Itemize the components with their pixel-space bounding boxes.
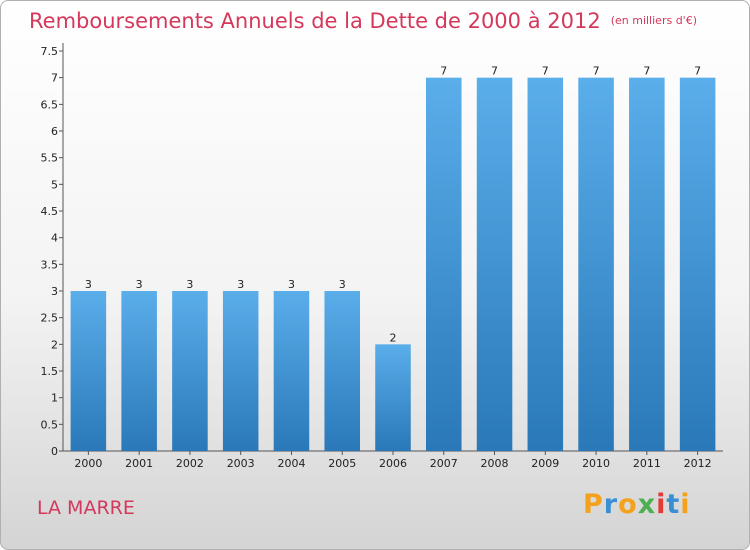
proxiti-logo: Proxiti bbox=[583, 489, 691, 520]
bar-value-label: 7 bbox=[593, 65, 600, 78]
y-tick-label: 1.5 bbox=[41, 365, 59, 378]
y-tick-label: 3 bbox=[51, 285, 58, 298]
x-tick-label: 2007 bbox=[430, 457, 458, 470]
x-tick-label: 2010 bbox=[582, 457, 610, 470]
logo-letter: i bbox=[656, 489, 667, 520]
y-tick-label: 7 bbox=[51, 72, 58, 85]
bar-value-label: 7 bbox=[643, 65, 650, 78]
y-tick-label: 5.5 bbox=[41, 152, 59, 165]
y-tick-label: 6 bbox=[51, 125, 58, 138]
bar-2010 bbox=[578, 77, 614, 452]
logo-letter: x bbox=[637, 489, 657, 520]
y-tick-label: 7.5 bbox=[41, 45, 59, 58]
chart-title-text: Remboursements Annuels de la Dette de 20… bbox=[29, 9, 601, 33]
bar-2001 bbox=[121, 291, 157, 451]
y-tick-label: 2.5 bbox=[41, 312, 59, 325]
y-tick-label: 1 bbox=[51, 392, 58, 405]
chart-title: Remboursements Annuels de la Dette de 20… bbox=[29, 9, 697, 33]
bar-value-label: 3 bbox=[186, 278, 193, 291]
chart-bars bbox=[70, 77, 716, 452]
bar-2008 bbox=[476, 77, 513, 452]
chart-axes: 0 0.5 1 1.5 2 2.5 3 3.5 4 4.5 5 5.5 6 6.5 7 7.5 bbox=[41, 43, 723, 458]
logo-letter: i bbox=[680, 489, 691, 520]
bar-value-label: 3 bbox=[237, 278, 244, 291]
x-tick-label: 2001 bbox=[125, 457, 153, 470]
chart-unit-note: (en milliers d'€) bbox=[610, 14, 697, 27]
bar-2003 bbox=[222, 291, 259, 451]
chart-labels: 2000 3 2001 3 2002 3 2003 3 2004 3 2005 3 2006 2 2007 7… bbox=[74, 65, 711, 470]
logo-letter: t bbox=[666, 489, 681, 520]
x-tick-label: 2011 bbox=[633, 457, 661, 470]
x-tick-label: 2003 bbox=[227, 457, 255, 470]
y-tick-label: 2 bbox=[51, 338, 58, 351]
y-tick-label: 4.5 bbox=[41, 205, 59, 218]
bar-2005 bbox=[324, 291, 360, 451]
y-tick-label: 4 bbox=[51, 232, 58, 245]
bar-value-label: 3 bbox=[136, 278, 143, 291]
x-tick-label: 2012 bbox=[684, 457, 712, 470]
bar-value-label: 7 bbox=[440, 65, 447, 78]
bar-value-label: 2 bbox=[390, 331, 397, 344]
logo-letter: P bbox=[583, 489, 604, 520]
bar-value-label: 3 bbox=[85, 278, 92, 291]
x-tick-label: 2005 bbox=[328, 457, 356, 470]
bar-value-label: 7 bbox=[694, 65, 701, 78]
y-tick-label: 0 bbox=[51, 445, 58, 458]
bar-2007 bbox=[426, 77, 462, 452]
commune-name: LA MARRE bbox=[37, 497, 135, 519]
bar-2006 bbox=[375, 344, 411, 451]
bar-value-label: 7 bbox=[542, 65, 549, 78]
y-tick-label: 3.5 bbox=[41, 258, 59, 271]
bar-2000 bbox=[70, 291, 107, 451]
bar-value-label: 7 bbox=[491, 65, 498, 78]
x-tick-label: 2002 bbox=[176, 457, 204, 470]
x-tick-label: 2004 bbox=[277, 457, 305, 470]
x-tick-label: 2009 bbox=[531, 457, 559, 470]
bar-2004 bbox=[273, 291, 310, 451]
y-tick-label: 0.5 bbox=[41, 418, 59, 431]
bar-value-label: 3 bbox=[288, 278, 295, 291]
bar-2009 bbox=[527, 77, 564, 452]
bar-value-label: 3 bbox=[339, 278, 346, 291]
y-tick-label: 6.5 bbox=[41, 98, 59, 111]
bar-2012 bbox=[679, 77, 716, 452]
logo-letter: r bbox=[603, 489, 619, 520]
bar-2002 bbox=[172, 291, 208, 451]
x-tick-label: 2008 bbox=[481, 457, 509, 470]
logo-letter: o bbox=[618, 489, 638, 520]
y-tick-label: 5 bbox=[51, 178, 58, 191]
x-tick-label: 2000 bbox=[74, 457, 102, 470]
bar-2011 bbox=[629, 77, 665, 452]
x-tick-label: 2006 bbox=[379, 457, 407, 470]
